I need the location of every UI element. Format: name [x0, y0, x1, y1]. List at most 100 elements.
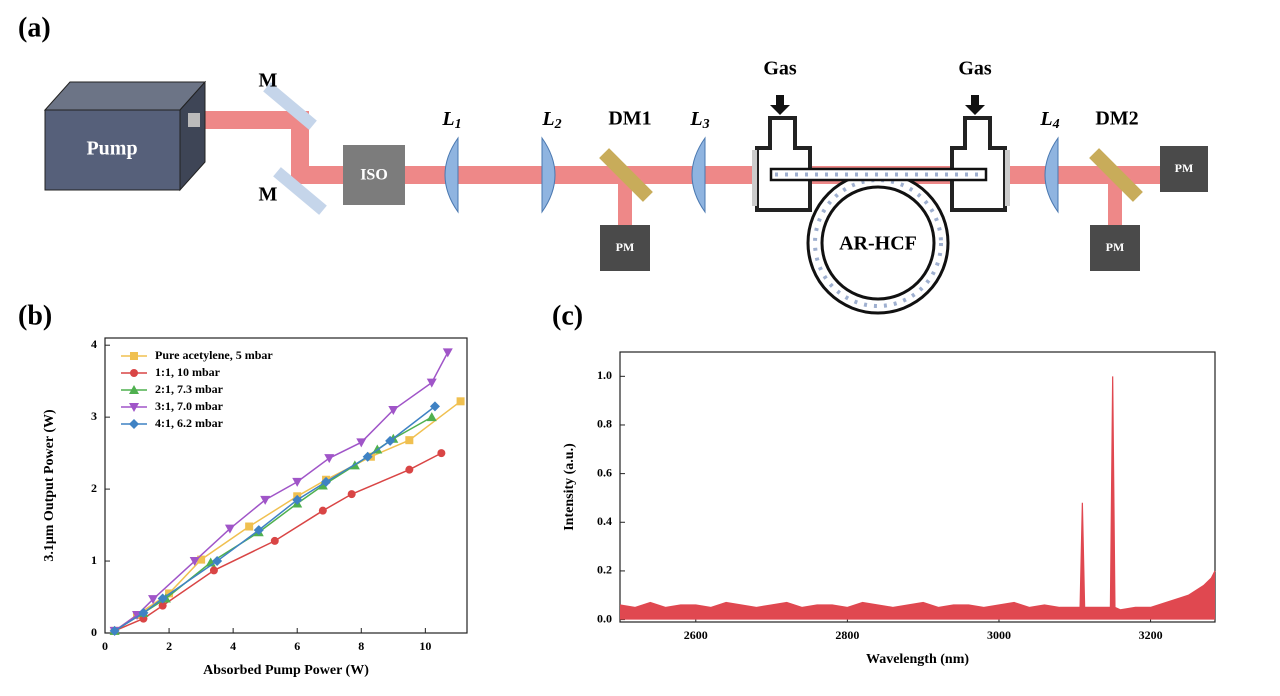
- panel-label: (c): [552, 300, 583, 331]
- pm-label: PM: [616, 240, 635, 254]
- lens-letter: L: [541, 108, 554, 130]
- dichroic-mirror: [599, 148, 653, 202]
- gas-cell: [950, 116, 1007, 212]
- setup-diagram: (a) Pump M M ISO L1 L2 L3 L4 DM1 DM2: [18, 12, 1208, 315]
- marker: [426, 378, 437, 388]
- gas-dots: [813, 178, 943, 308]
- dichroic-mirror: [1089, 148, 1143, 202]
- marker: [197, 555, 206, 564]
- lens-label: L1: [441, 108, 461, 133]
- marker: [129, 403, 139, 412]
- mirror: [273, 167, 327, 215]
- pm-label: PM: [1106, 240, 1125, 254]
- power-meter: [1090, 225, 1140, 271]
- lens: [541, 136, 556, 214]
- legend-label: 1:1, 10 mbar: [155, 365, 221, 379]
- window: [752, 150, 757, 206]
- x-axis-title: Wavelength (nm): [866, 652, 969, 667]
- x-tick-label: 4: [230, 639, 236, 653]
- x-tick-label: 2600: [684, 628, 708, 642]
- power-meter: [1160, 146, 1208, 192]
- y-tick-label: 0: [91, 625, 97, 639]
- marker: [405, 465, 414, 474]
- area-fill: [620, 376, 1215, 620]
- lens-index: 2: [554, 117, 562, 132]
- y-tick-label: 2: [91, 481, 97, 495]
- marker: [130, 369, 138, 377]
- marker: [318, 506, 327, 515]
- marker: [437, 449, 446, 458]
- y-axis-title: 3.1μm Output Power (W): [42, 409, 57, 562]
- marker: [324, 454, 335, 464]
- lens-index: 3: [702, 117, 710, 132]
- mirror-label: M: [259, 70, 278, 92]
- power-meter: [600, 225, 650, 271]
- fiber-label: AR-HCF: [839, 233, 917, 255]
- marker: [456, 397, 465, 406]
- lens-index: 1: [455, 117, 462, 132]
- legend-label: 3:1, 7.0 mbar: [155, 399, 224, 413]
- marker: [109, 625, 120, 636]
- marker: [245, 522, 254, 531]
- pump-box: [44, 109, 181, 191]
- x-tick-label: 8: [358, 639, 364, 653]
- lens-letter: L: [1039, 108, 1052, 130]
- gas-label: Gas: [763, 58, 797, 80]
- marker: [260, 495, 271, 505]
- series-line: [114, 352, 449, 632]
- x-tick-label: 2: [166, 639, 172, 653]
- marker: [388, 405, 399, 415]
- marker: [158, 601, 167, 610]
- legend-label: Pure acetylene, 5 mbar: [155, 348, 273, 362]
- marker: [405, 436, 414, 445]
- marker: [292, 477, 303, 487]
- marker: [321, 476, 332, 487]
- y-tick-label: 0.0: [597, 611, 612, 625]
- pm-label: PM: [1175, 161, 1194, 175]
- lens-label: L4: [1039, 108, 1059, 133]
- marker: [429, 401, 440, 412]
- spectrum-line: [619, 376, 1216, 611]
- y-axis-title: Intensity (a.u.): [562, 443, 577, 531]
- y-tick-label: 4: [91, 337, 97, 351]
- panel-label: (b): [18, 300, 52, 331]
- pump-label: Pump: [86, 138, 137, 160]
- x-tick-label: 10: [419, 639, 431, 653]
- mirror-label: M: [259, 184, 278, 206]
- pump-top: [43, 81, 207, 111]
- x-tick-label: 3000: [987, 628, 1011, 642]
- window: [1005, 150, 1010, 206]
- marker: [385, 435, 396, 446]
- marker: [362, 451, 373, 462]
- panel-label: (a): [18, 12, 51, 43]
- y-tick-label: 0.4: [597, 514, 612, 528]
- mirror: [263, 82, 317, 130]
- lens-index: 4: [1052, 117, 1060, 132]
- pump-port: [188, 113, 200, 127]
- gas-cell: [755, 116, 812, 212]
- legend-label: 2:1, 7.3 mbar: [155, 382, 224, 396]
- isolator: [343, 145, 405, 205]
- dm-label: DM1: [608, 108, 651, 130]
- lens-letter: L: [689, 108, 702, 130]
- lens: [691, 136, 706, 214]
- marker: [426, 412, 437, 422]
- fiber-coil: [820, 185, 936, 301]
- y-tick-label: 0.6: [597, 465, 612, 479]
- gas-label: Gas: [958, 58, 992, 80]
- marker: [129, 385, 139, 394]
- marker: [138, 607, 149, 618]
- beam: [200, 111, 1165, 184]
- x-tick-label: 0: [102, 639, 108, 653]
- isolator-label: ISO: [360, 167, 388, 184]
- lens-letter: L: [441, 108, 454, 130]
- x-tick-label: 2800: [835, 628, 859, 642]
- lens-label: L3: [689, 108, 709, 133]
- marker: [292, 494, 303, 505]
- series-line: [114, 400, 462, 632]
- gas-arrow: [770, 95, 790, 115]
- marker: [347, 490, 356, 499]
- y-tick-label: 0.8: [597, 417, 612, 431]
- marker: [270, 536, 279, 545]
